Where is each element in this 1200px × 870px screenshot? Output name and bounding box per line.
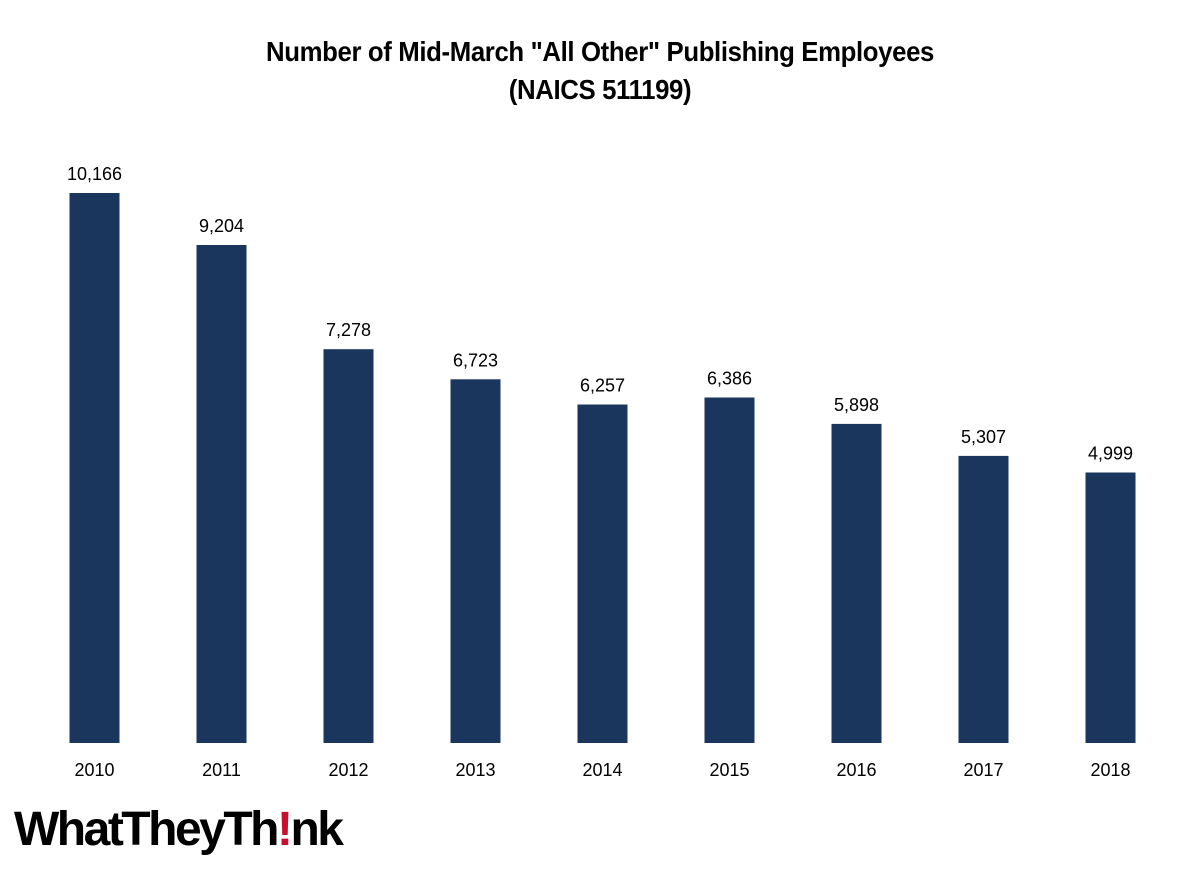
bar-2011 <box>196 245 247 743</box>
value-label-2018: 4,999 <box>1088 444 1133 464</box>
bar-2012 <box>323 349 374 743</box>
bar-2016 <box>831 423 882 743</box>
category-label-2015: 2015 <box>709 760 749 780</box>
logo-text-before: WhatTheyTh <box>14 803 279 856</box>
logo-text-after: nk <box>290 803 344 856</box>
bar-2017 <box>958 455 1009 743</box>
value-label-2015: 6,386 <box>707 369 752 389</box>
bars-layer <box>69 193 1136 743</box>
category-label-2010: 2010 <box>74 760 114 780</box>
value-label-2017: 5,307 <box>961 427 1006 447</box>
bar-2013 <box>450 379 501 743</box>
bar-2018 <box>1085 472 1136 743</box>
whattheythink-logo: WhatTheyTh!nk <box>14 803 344 856</box>
logo-exclamation-mark: ! <box>276 803 293 856</box>
category-label-2017: 2017 <box>963 760 1003 780</box>
chart-title-line-1: Number of Mid-March "All Other" Publishi… <box>266 36 934 67</box>
category-label-2011: 2011 <box>202 760 241 780</box>
value-label-2013: 6,723 <box>453 350 498 370</box>
category-label-2018: 2018 <box>1090 760 1130 780</box>
category-label-2013: 2013 <box>455 760 495 780</box>
value-label-2011: 9,204 <box>199 216 244 236</box>
labels-layer: 10,166 2010 9,204 2011 7,278 2012 6,723 2013 6,2… <box>67 164 1133 780</box>
value-label-2016: 5,898 <box>834 395 879 415</box>
bar-2014 <box>577 404 628 743</box>
bar-2010 <box>69 193 120 743</box>
category-label-2012: 2012 <box>328 760 368 780</box>
chart-title-line-2: (NAICS 511199) <box>508 74 692 105</box>
value-label-2014: 6,257 <box>580 376 625 396</box>
value-label-2012: 7,278 <box>326 320 371 340</box>
category-label-2014: 2014 <box>582 760 622 780</box>
bar-2015 <box>704 397 755 743</box>
value-label-2010: 10,166 <box>67 164 122 184</box>
category-label-2016: 2016 <box>836 760 876 780</box>
